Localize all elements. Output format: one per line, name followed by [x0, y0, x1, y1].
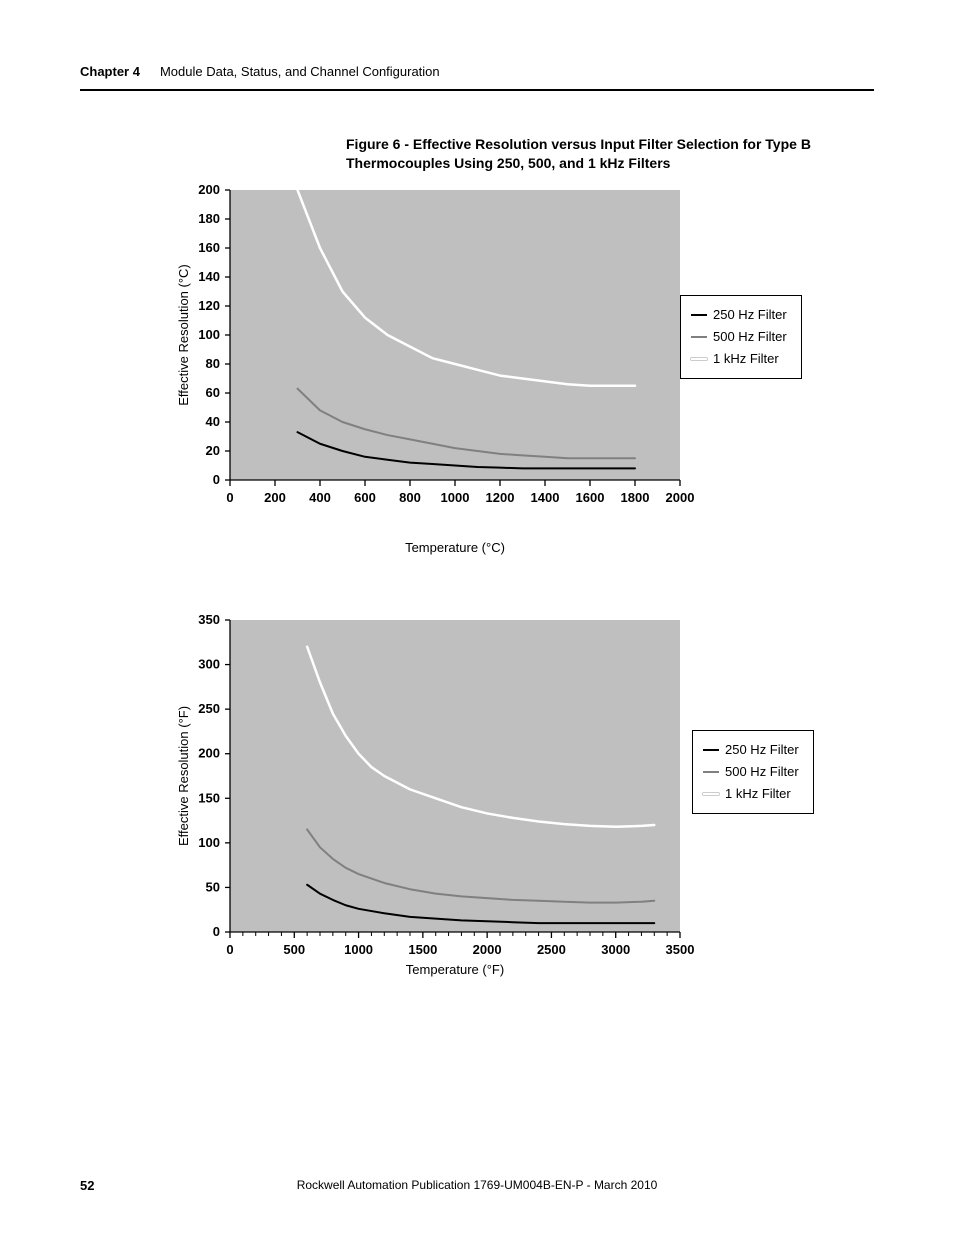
svg-text:350: 350	[198, 612, 220, 627]
svg-text:400: 400	[309, 490, 331, 505]
svg-text:200: 200	[198, 746, 220, 761]
svg-text:2000: 2000	[666, 490, 695, 505]
legend-chart2: 250 Hz Filter500 Hz Filter1 kHz Filter	[692, 730, 814, 814]
svg-text:2500: 2500	[537, 942, 566, 957]
svg-text:500: 500	[283, 942, 305, 957]
chart-fahrenheit: 0501001502002503003500500100015002000250…	[150, 610, 710, 990]
chapter-number: Chapter 4	[80, 64, 140, 79]
page-header: Chapter 4 Module Data, Status, and Chann…	[80, 64, 874, 91]
legend-item: 250 Hz Filter	[691, 304, 787, 326]
svg-text:600: 600	[354, 490, 376, 505]
legend-chart1: 250 Hz Filter500 Hz Filter1 kHz Filter	[680, 295, 802, 379]
svg-text:20: 20	[206, 443, 220, 458]
svg-text:800: 800	[399, 490, 421, 505]
svg-text:100: 100	[198, 327, 220, 342]
legend-swatch	[691, 358, 707, 360]
svg-text:120: 120	[198, 298, 220, 313]
legend-label: 1 kHz Filter	[713, 348, 779, 370]
svg-text:Temperature (°F): Temperature (°F)	[406, 962, 504, 977]
page-number: 52	[80, 1178, 94, 1193]
legend-item: 500 Hz Filter	[691, 326, 787, 348]
svg-text:3000: 3000	[601, 942, 630, 957]
figure-title: Figure 6 - Effective Resolution versus I…	[346, 135, 854, 173]
legend-swatch	[703, 749, 719, 751]
svg-text:2000: 2000	[473, 942, 502, 957]
svg-text:Effective Resolution (°F): Effective Resolution (°F)	[176, 706, 191, 846]
svg-text:0: 0	[213, 924, 220, 939]
svg-text:250: 250	[198, 701, 220, 716]
chapter-title: Module Data, Status, and Channel Configu…	[160, 64, 440, 79]
svg-text:140: 140	[198, 269, 220, 284]
chart-celsius: 0204060801001201401601802000200400600800…	[150, 180, 710, 560]
svg-text:180: 180	[198, 211, 220, 226]
svg-text:1600: 1600	[576, 490, 605, 505]
svg-text:1400: 1400	[531, 490, 560, 505]
svg-text:200: 200	[264, 490, 286, 505]
svg-text:Temperature (°C): Temperature (°C)	[405, 540, 505, 555]
svg-text:150: 150	[198, 790, 220, 805]
svg-text:50: 50	[206, 879, 220, 894]
legend-item: 1 kHz Filter	[703, 783, 799, 805]
svg-text:0: 0	[226, 942, 233, 957]
svg-text:160: 160	[198, 240, 220, 255]
legend-swatch	[703, 793, 719, 795]
legend-item: 500 Hz Filter	[703, 761, 799, 783]
legend-item: 250 Hz Filter	[703, 739, 799, 761]
legend-item: 1 kHz Filter	[691, 348, 787, 370]
svg-text:60: 60	[206, 385, 220, 400]
svg-text:1800: 1800	[621, 490, 650, 505]
svg-text:1000: 1000	[344, 942, 373, 957]
svg-text:80: 80	[206, 356, 220, 371]
svg-text:100: 100	[198, 835, 220, 850]
legend-swatch	[691, 314, 707, 316]
legend-label: 250 Hz Filter	[713, 304, 787, 326]
svg-text:40: 40	[206, 414, 220, 429]
legend-label: 500 Hz Filter	[725, 761, 799, 783]
publication-info: Rockwell Automation Publication 1769-UM0…	[297, 1178, 658, 1192]
svg-text:200: 200	[198, 182, 220, 197]
svg-text:0: 0	[213, 472, 220, 487]
legend-label: 250 Hz Filter	[725, 739, 799, 761]
svg-text:1500: 1500	[408, 942, 437, 957]
legend-swatch	[691, 336, 707, 338]
legend-label: 1 kHz Filter	[725, 783, 791, 805]
page-footer: 52 Rockwell Automation Publication 1769-…	[80, 1178, 874, 1193]
svg-text:1000: 1000	[441, 490, 470, 505]
svg-text:1200: 1200	[486, 490, 515, 505]
svg-text:300: 300	[198, 657, 220, 672]
legend-label: 500 Hz Filter	[713, 326, 787, 348]
svg-text:3500: 3500	[666, 942, 695, 957]
legend-swatch	[703, 771, 719, 773]
svg-text:Effective Resolution (°C): Effective Resolution (°C)	[176, 264, 191, 406]
svg-text:0: 0	[226, 490, 233, 505]
